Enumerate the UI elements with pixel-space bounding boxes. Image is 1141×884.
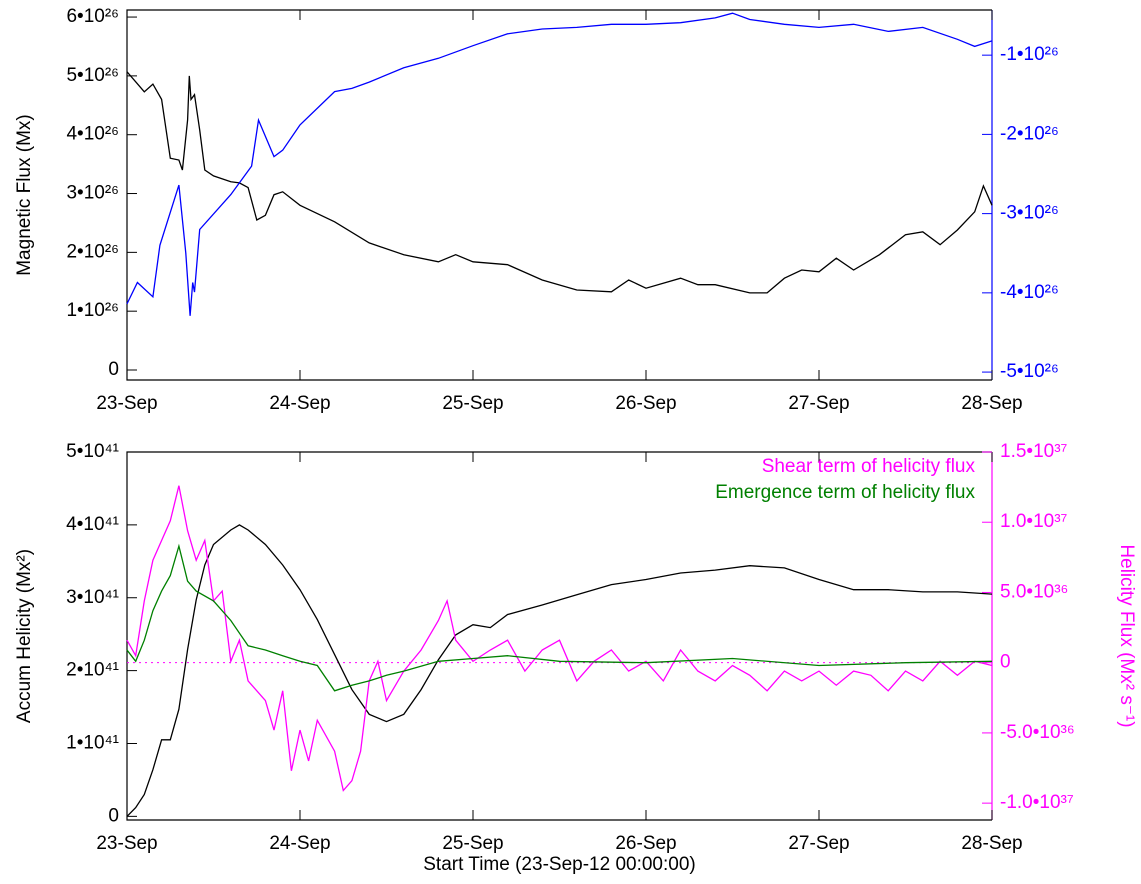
y-tick-label: 1•10²⁶ — [66, 300, 119, 321]
axis-frame — [126, 451, 992, 821]
y2-tick-label: -5•10²⁶ — [1000, 361, 1059, 382]
y2-axis-title: Helicity Flux (Mx² s⁻¹) — [1116, 544, 1137, 727]
y2-tick-label: 1.5•10³⁷ — [1000, 441, 1068, 462]
y-tick-label: 4•10²⁶ — [66, 124, 119, 145]
x-tick-label: 24-Sep — [269, 393, 330, 414]
x-tick-label: 27-Sep — [788, 833, 849, 854]
legend-label: Emergence term of helicity flux — [715, 482, 975, 503]
series-line — [126, 12, 993, 316]
x-tick-label: 25-Sep — [442, 393, 503, 414]
x-tick-label: 28-Sep — [961, 833, 1022, 854]
x-tick-label: 27-Sep — [788, 393, 849, 414]
series-line — [126, 485, 993, 792]
y2-tick-label: -1.0•10³⁷ — [1000, 792, 1074, 813]
x-tick-label: 28-Sep — [961, 393, 1022, 414]
y-tick-label: 2•10⁴¹ — [66, 660, 119, 681]
y2-tick-label: 5.0•10³⁶ — [1000, 581, 1068, 602]
y2-tick-label: -1•10²⁶ — [1000, 44, 1059, 65]
y-tick-label: 1•10⁴¹ — [66, 733, 119, 754]
x-tick-label: 23-Sep — [96, 393, 157, 414]
y2-tick-label: 1.0•10³⁷ — [1000, 511, 1068, 532]
y-tick-label: 0 — [108, 359, 119, 380]
y2-tick-label: -5.0•10³⁶ — [1000, 722, 1075, 743]
y2-tick-label: -4•10²⁶ — [1000, 282, 1059, 303]
legend-label: Shear term of helicity flux — [762, 456, 976, 477]
y-tick-label: 5•10²⁶ — [66, 65, 119, 86]
y-tick-label: 5•10⁴¹ — [66, 441, 119, 462]
y-tick-label: 2•10²⁶ — [66, 241, 119, 262]
y2-tick-label: -2•10²⁶ — [1000, 123, 1059, 144]
y-axis-title: Accum Helicity (Mx²) — [14, 549, 35, 723]
y-tick-label: 4•10⁴¹ — [66, 514, 119, 535]
series-line — [126, 543, 993, 692]
y-axis-title: Magnetic Flux (Mx) — [14, 114, 35, 276]
x-tick-label: 26-Sep — [615, 393, 676, 414]
y-tick-label: 3•10²⁶ — [66, 183, 119, 204]
series-line — [126, 71, 993, 294]
x-tick-label: 23-Sep — [96, 833, 157, 854]
y2-tick-label: 0 — [1000, 652, 1011, 673]
x-tick-label: 24-Sep — [269, 833, 330, 854]
y-tick-label: 6•10²⁶ — [66, 6, 119, 27]
x-tick-label: 25-Sep — [442, 833, 503, 854]
y2-tick-label: -3•10²⁶ — [1000, 203, 1059, 224]
x-tick-label: 26-Sep — [615, 833, 676, 854]
x-axis-title: Start Time (23-Sep-12 00:00:00) — [423, 854, 695, 875]
y-tick-label: 0 — [108, 805, 119, 826]
series-line — [126, 524, 993, 817]
axis-frame — [126, 9, 992, 381]
y-tick-label: 3•10⁴¹ — [66, 587, 119, 608]
